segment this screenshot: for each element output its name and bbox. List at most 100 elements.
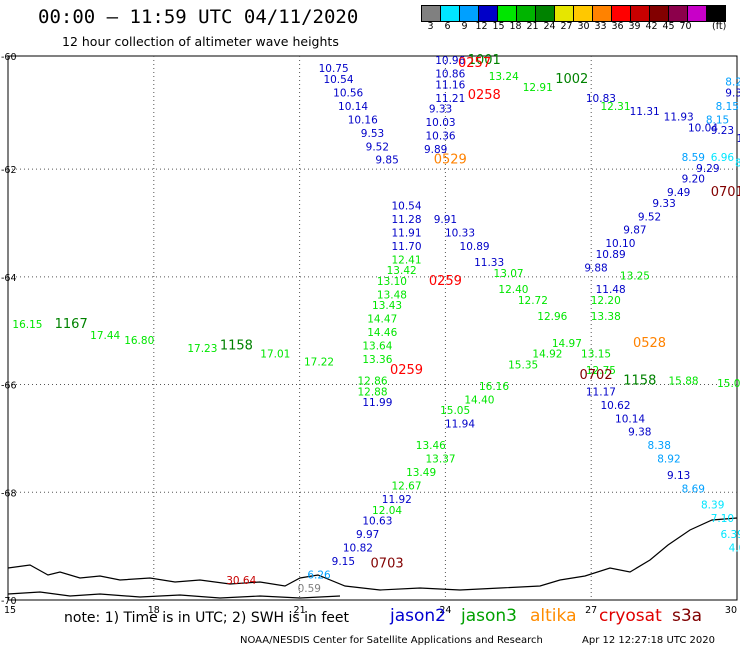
swh-value-label: 13.36	[362, 354, 392, 366]
swh-value-label: 10.63	[362, 516, 392, 528]
swh-value-label: 15.05	[440, 405, 470, 417]
swh-value-label: 9.52	[366, 141, 389, 153]
swh-value-label: 14.40	[464, 394, 494, 406]
lat-tick-label: -70	[1, 596, 17, 607]
swh-value-label: 12.04	[372, 505, 402, 517]
pass-time-label: 1167	[55, 317, 88, 332]
swh-value-label: 13.46	[416, 440, 446, 452]
swh-value-label: 6.39	[720, 529, 740, 541]
color-scale-label: 27	[560, 21, 573, 32]
swh-value-label: 8.15	[716, 101, 739, 113]
swh-value-label: 0.59	[298, 583, 321, 595]
pass-time-label: 0257	[458, 56, 491, 71]
swh-value-label: 12.86	[357, 376, 387, 388]
swh-value-label: 10.03	[426, 117, 456, 129]
page-subtitle: 12 hour collection of altimeter wave hei…	[62, 34, 339, 49]
swh-value-label: 9.88	[584, 262, 607, 274]
swh-value-label: 10.82	[343, 543, 373, 555]
swh-value-label: 16.80	[124, 335, 154, 347]
swh-value-label: 7.10	[711, 513, 734, 525]
swh-value-label: 10.89	[596, 249, 626, 261]
swh-value-label: 8.71	[735, 157, 740, 169]
swh-value-label: 8.15	[706, 114, 729, 126]
swh-value-label: 10.75	[319, 63, 349, 75]
swh-value-label: 11.28	[391, 214, 421, 226]
swh-value-label: 12.91	[523, 82, 553, 94]
swh-value-label: 9.53	[361, 128, 384, 140]
color-scale-label: 30	[577, 21, 590, 32]
swh-value-label: 12.41	[391, 254, 421, 266]
color-scale-label: 9	[461, 21, 468, 32]
swh-value-label: 14.97	[552, 338, 582, 350]
pass-time-label: 0259	[429, 274, 462, 289]
color-scale-bar	[421, 5, 726, 22]
pass-time-label: 0701	[711, 185, 740, 200]
color-scale-label: 42	[645, 21, 658, 32]
swh-value-label: 10.96	[435, 55, 465, 67]
swh-value-label: 12.40	[498, 284, 528, 296]
swh-value-label: 9.13	[667, 470, 690, 482]
pass-time-label: 1158	[623, 374, 656, 389]
pass-time-label: 0258	[468, 88, 501, 103]
color-scale-unit: (ft)	[712, 21, 727, 32]
swh-value-label: 12.20	[591, 295, 621, 307]
swh-value-label: 11.17	[586, 386, 616, 398]
coastline	[7, 591, 341, 599]
swh-value-label: 13.24	[489, 71, 519, 83]
swh-value-label: 15.88	[669, 376, 699, 388]
color-scale-label: 24	[543, 21, 556, 32]
swh-value-label: 6.96	[711, 152, 735, 164]
color-scale-label: 45	[662, 21, 675, 32]
swh-value-label: 12.31	[600, 101, 630, 113]
swh-value-label: 13.10	[377, 276, 407, 288]
lat-tick-label: -64	[1, 273, 17, 284]
swh-value-label: 8.59	[682, 152, 705, 164]
swh-value-label: 9.49	[667, 187, 690, 199]
lon-tick-label: 24	[439, 605, 451, 616]
swh-value-label: 9.15	[332, 556, 355, 568]
swh-value-label: 9.91	[434, 214, 457, 226]
swh-value-label: 9.85	[375, 155, 398, 167]
swh-value-label: 11.94	[445, 419, 475, 431]
footer-note: note: 1) Time is in UTC; 2) SWH is in fe…	[64, 610, 350, 626]
swh-value-label: 9.33	[429, 104, 452, 116]
swh-value-label: 11.99	[362, 397, 392, 409]
swh-value-label: 9.52	[638, 211, 661, 223]
swh-value-label: 10.89	[460, 241, 490, 253]
swh-value-label: 9.38	[628, 427, 651, 439]
lon-tick-label: 15	[4, 605, 16, 616]
mission-s3a: s3a	[672, 606, 703, 626]
swh-value-label: 8.92	[657, 454, 680, 466]
swh-value-label: 9.20	[682, 174, 705, 186]
swh-value-label: 10.62	[600, 400, 630, 412]
color-scale-labels: 3 6 9 12 15 18 21 24 27 30 33 36 39 42 45 70	[422, 21, 694, 32]
color-scale-label: 12	[475, 21, 488, 32]
color-scale-label: 70	[679, 21, 692, 32]
mission-jason3: jason3	[461, 606, 517, 626]
swh-value-label: 10.54	[391, 201, 421, 213]
color-scale-label: 21	[526, 21, 539, 32]
lon-tick-label: 30	[725, 605, 737, 616]
color-scale-label: 39	[628, 21, 641, 32]
swh-value-label: 6.26	[307, 569, 331, 581]
swh-value-label: 12.75	[586, 365, 616, 377]
swh-value-label: 9.97	[356, 529, 379, 541]
pass-time-label: 1158	[220, 339, 253, 354]
swh-value-label: 13.49	[406, 467, 436, 479]
footer-credit: NOAA/NESDIS Center for Satellite Applica…	[240, 635, 543, 646]
swh-value-label: 13.37	[426, 454, 456, 466]
swh-value-label: 15.05	[717, 378, 740, 390]
pass-time-label: 0703	[371, 557, 404, 572]
color-scale-label: 33	[594, 21, 607, 32]
swh-value-label: 10.10	[605, 238, 635, 250]
color-scale-swatch	[706, 5, 726, 22]
swh-value-label: 17.44	[90, 330, 120, 342]
swh-value-label: 14.47	[367, 314, 397, 326]
swh-value-label: 11.21	[435, 93, 465, 105]
pass-time-label: 0528	[633, 336, 666, 351]
color-scale-label: 6	[444, 21, 451, 32]
lon-tick-label: 27	[585, 605, 597, 616]
swh-value-label: 8.38	[648, 440, 671, 452]
swh-value-label: 11.93	[664, 112, 694, 124]
